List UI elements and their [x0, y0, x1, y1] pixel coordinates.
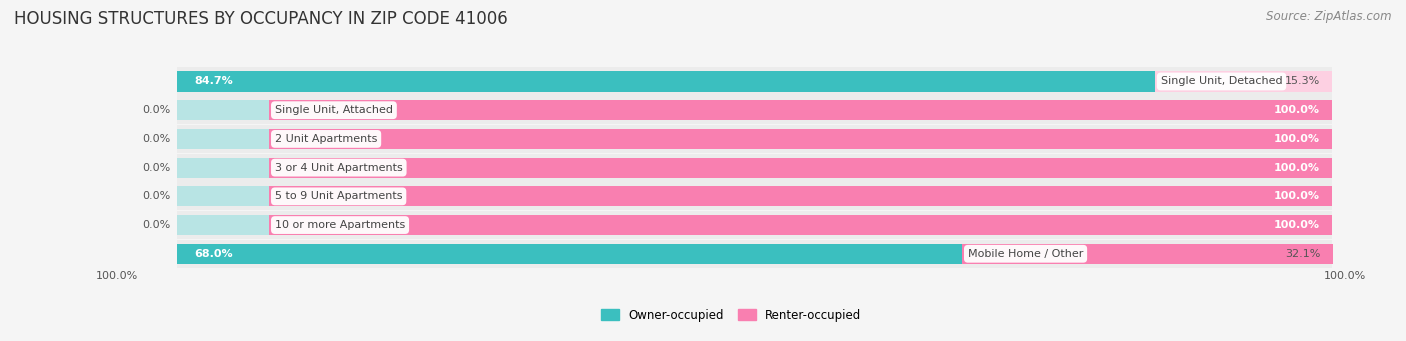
Text: 100.0%: 100.0% [1274, 220, 1320, 230]
Text: 0.0%: 0.0% [143, 191, 172, 201]
Bar [177, 71, 1154, 91]
Bar [177, 125, 1331, 153]
Bar [177, 186, 269, 206]
Bar [177, 68, 1331, 95]
Bar [177, 100, 269, 120]
Text: 2 Unit Apartments: 2 Unit Apartments [276, 134, 377, 144]
Bar [177, 153, 1331, 182]
Text: 100.0%: 100.0% [1274, 105, 1320, 115]
Text: 100.0%: 100.0% [96, 271, 138, 281]
Bar [269, 129, 1331, 149]
Text: 68.0%: 68.0% [194, 249, 233, 259]
Text: 84.7%: 84.7% [194, 76, 233, 87]
Text: 0.0%: 0.0% [143, 134, 172, 144]
Text: 32.1%: 32.1% [1285, 249, 1320, 259]
Text: 15.3%: 15.3% [1285, 76, 1320, 87]
Bar [177, 129, 269, 149]
Text: 100.0%: 100.0% [1274, 191, 1320, 201]
Text: HOUSING STRUCTURES BY OCCUPANCY IN ZIP CODE 41006: HOUSING STRUCTURES BY OCCUPANCY IN ZIP C… [14, 10, 508, 28]
Bar [177, 240, 1331, 268]
Bar [177, 244, 962, 264]
Text: 10 or more Apartments: 10 or more Apartments [276, 220, 405, 230]
Text: Mobile Home / Other: Mobile Home / Other [967, 249, 1083, 259]
Text: 0.0%: 0.0% [143, 105, 172, 115]
Bar [1154, 71, 1331, 91]
Text: 5 to 9 Unit Apartments: 5 to 9 Unit Apartments [276, 191, 402, 201]
Bar [177, 211, 1331, 239]
Text: Single Unit, Detached: Single Unit, Detached [1161, 76, 1282, 87]
Text: Source: ZipAtlas.com: Source: ZipAtlas.com [1267, 10, 1392, 23]
Text: Single Unit, Attached: Single Unit, Attached [276, 105, 392, 115]
Bar [269, 100, 1331, 120]
Text: 0.0%: 0.0% [143, 163, 172, 173]
Legend: Owner-occupied, Renter-occupied: Owner-occupied, Renter-occupied [600, 309, 862, 322]
Bar [269, 158, 1331, 178]
Text: 3 or 4 Unit Apartments: 3 or 4 Unit Apartments [276, 163, 402, 173]
Text: 100.0%: 100.0% [1324, 271, 1367, 281]
Bar [177, 215, 269, 235]
Bar [269, 215, 1331, 235]
Text: 100.0%: 100.0% [1274, 163, 1320, 173]
Text: 0.0%: 0.0% [143, 220, 172, 230]
Bar [177, 96, 1331, 124]
Bar [269, 186, 1331, 206]
Bar [962, 244, 1333, 264]
Bar [177, 182, 1331, 210]
Bar [177, 158, 269, 178]
Text: 100.0%: 100.0% [1274, 134, 1320, 144]
